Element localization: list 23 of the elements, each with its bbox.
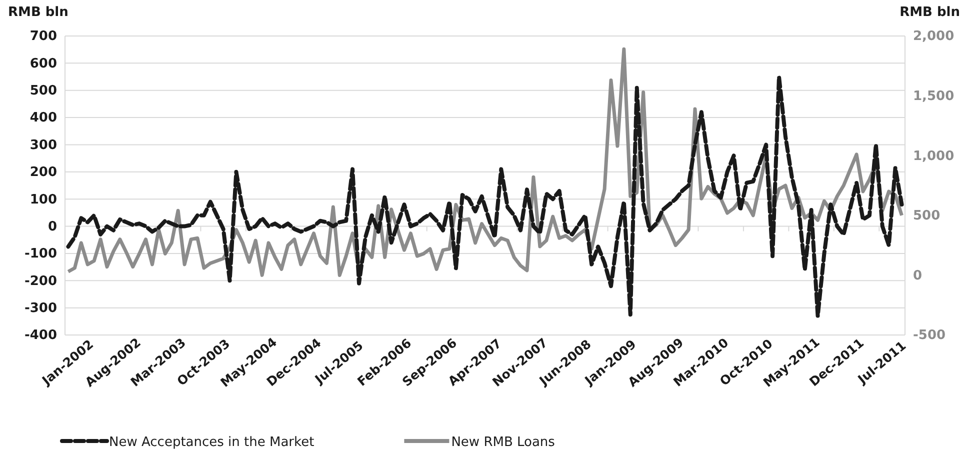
y-tick-label: 100 bbox=[30, 192, 57, 208]
y-tick-label: -200 bbox=[24, 274, 57, 289]
y2-tick-label: 500 bbox=[913, 208, 940, 224]
y2-axis-title: RMB bln bbox=[900, 5, 960, 20]
y-tick-label: 600 bbox=[30, 56, 57, 72]
y-tick-label: 700 bbox=[30, 29, 57, 44]
y-tick-label: 500 bbox=[30, 84, 57, 99]
legend-label: New RMB Loans bbox=[451, 435, 556, 450]
y-tick-label: 0 bbox=[48, 219, 57, 234]
y-tick-label: 400 bbox=[30, 110, 57, 126]
y2-tick-label: 2,000 bbox=[913, 29, 954, 44]
y2-tick-label: 1,000 bbox=[913, 148, 954, 164]
y-tick-label: 300 bbox=[30, 138, 57, 153]
legend-label: New Acceptances in the Market bbox=[109, 435, 314, 450]
y-axis-title: RMB bln bbox=[8, 5, 68, 20]
y-tick-label: 200 bbox=[30, 165, 57, 180]
y2-tick-label: -500 bbox=[913, 328, 946, 344]
line-series bbox=[66, 74, 904, 318]
y-tick-label: -400 bbox=[24, 328, 57, 344]
y-tick-label: -300 bbox=[24, 300, 57, 316]
y2-tick-label: 0 bbox=[913, 268, 922, 284]
y-tick-label: -100 bbox=[24, 246, 57, 262]
y2-tick-label: 1,500 bbox=[913, 88, 954, 104]
